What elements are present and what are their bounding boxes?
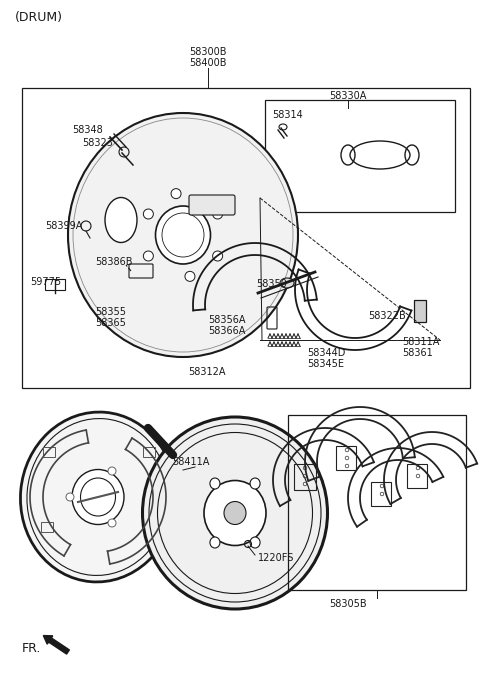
FancyBboxPatch shape: [189, 195, 235, 215]
Text: 58411A: 58411A: [172, 457, 209, 467]
Text: (DRUM): (DRUM): [15, 12, 63, 24]
Ellipse shape: [250, 537, 260, 548]
Bar: [265, 100, 455, 212]
Bar: [22, 88, 470, 388]
Bar: [43, 447, 55, 457]
Ellipse shape: [81, 478, 116, 516]
Text: 58312A: 58312A: [188, 367, 226, 377]
Bar: [414, 300, 426, 322]
Circle shape: [213, 209, 223, 219]
Text: FR.: FR.: [22, 641, 41, 654]
Ellipse shape: [204, 481, 266, 545]
Text: 1220FS: 1220FS: [258, 553, 294, 563]
Text: 58323: 58323: [82, 138, 113, 148]
Ellipse shape: [210, 478, 220, 489]
Text: 58311A: 58311A: [402, 337, 439, 347]
Ellipse shape: [68, 113, 298, 357]
Bar: [288, 415, 466, 590]
Text: 58365: 58365: [95, 318, 126, 328]
Circle shape: [108, 467, 116, 475]
FancyArrow shape: [43, 636, 70, 654]
Ellipse shape: [162, 213, 204, 257]
Ellipse shape: [21, 412, 176, 582]
Text: 58386B: 58386B: [95, 257, 132, 267]
Ellipse shape: [210, 537, 220, 548]
Text: 58350: 58350: [256, 279, 287, 289]
Circle shape: [171, 188, 181, 199]
Text: 58356A: 58356A: [208, 315, 245, 325]
Ellipse shape: [224, 502, 246, 524]
Text: 58344D: 58344D: [307, 348, 346, 358]
Circle shape: [144, 251, 153, 261]
Ellipse shape: [143, 417, 327, 609]
Circle shape: [66, 493, 74, 501]
Text: 58330A: 58330A: [329, 91, 367, 101]
Ellipse shape: [250, 478, 260, 489]
Text: 58400B: 58400B: [189, 58, 227, 68]
Text: 58366A: 58366A: [208, 326, 245, 336]
Ellipse shape: [280, 278, 294, 288]
Bar: [41, 522, 53, 532]
Circle shape: [185, 271, 195, 282]
Text: 58355: 58355: [95, 307, 126, 317]
Circle shape: [144, 209, 153, 219]
Text: 58305B: 58305B: [329, 599, 367, 609]
Circle shape: [213, 251, 223, 261]
Text: 58322B: 58322B: [368, 311, 406, 321]
Circle shape: [108, 519, 116, 527]
Text: 58399A: 58399A: [45, 221, 83, 231]
Bar: [143, 447, 155, 457]
Text: 58300B: 58300B: [189, 47, 227, 57]
Text: 58361: 58361: [402, 348, 433, 358]
Text: 58314: 58314: [272, 110, 303, 120]
Text: 58348: 58348: [72, 125, 103, 135]
Bar: [145, 522, 157, 532]
Text: 58345E: 58345E: [307, 359, 344, 369]
Text: 59775: 59775: [30, 277, 61, 287]
Ellipse shape: [105, 197, 137, 243]
Ellipse shape: [72, 469, 124, 524]
Ellipse shape: [156, 206, 211, 264]
